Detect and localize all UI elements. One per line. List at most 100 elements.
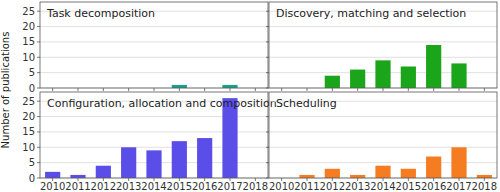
bar [197,138,212,178]
y-tick [37,41,40,42]
grid-line [269,41,497,42]
x-tick-label: 2016 [192,181,217,192]
y-tick-label: 0 [29,83,35,94]
x-tick-label: 2011 [294,181,319,192]
y-tick [266,178,269,179]
y-tick-label: 5 [29,157,35,168]
y-tick [266,72,269,73]
y-tick [37,88,40,89]
frame [40,2,268,88]
grid-line [269,26,497,27]
y-tick [37,116,40,117]
bar [299,175,314,178]
bar [401,67,416,89]
y-tick-label: 10 [22,142,35,153]
bar [426,157,441,179]
bar [172,85,187,88]
x-tick [459,88,460,91]
bars [299,147,492,178]
bar [477,175,492,178]
bar [401,169,416,178]
x-tick [332,88,333,91]
y-tick [266,101,269,102]
bar [45,172,60,178]
grid-line [40,41,268,42]
bars [325,45,467,88]
y-axis-label: Number of publications [0,32,11,149]
y-tick-label: 15 [22,36,35,47]
y-tick [37,101,40,102]
x-tick [307,88,308,91]
panel: 0510152025201020112012201320142015201620… [22,92,277,192]
bar [222,98,237,178]
grid-line [269,131,497,132]
y-tick [37,178,40,179]
y-tick-label: 25 [22,96,35,107]
x-tick [103,88,104,91]
y-tick-label: 5 [29,67,35,78]
y-tick-label: 25 [22,6,35,17]
x-tick [52,88,53,91]
x-tick [281,88,282,91]
y-tick [266,26,269,27]
y-tick [266,88,269,89]
bar [350,175,365,178]
panel: 0510152025Task decomposition [22,2,268,94]
x-tick-label: 2018 [472,181,497,192]
x-tick [408,88,409,91]
y-tick [266,41,269,42]
y-tick [266,11,269,12]
y-tick [266,162,269,163]
y-tick-label: 0 [29,173,35,184]
y-tick [266,131,269,132]
x-tick [154,88,155,91]
panel-title: Configuration, allocation and compositio… [47,97,277,110]
chart-root: 0510152025Task decompositionNumber of pu… [0,0,500,192]
panel-title: Discovery, matching and selection [276,7,466,20]
x-tick-label: 2016 [421,181,446,192]
x-tick [383,88,384,91]
x-tick [433,88,434,91]
y-tick-label: 20 [22,111,35,122]
y-tick [37,72,40,73]
x-tick [357,88,358,91]
y-tick-label: 15 [22,126,35,137]
x-tick-label: 2013 [116,181,141,192]
x-tick [230,88,231,91]
y-tick-label: 20 [22,21,35,32]
grid-line [40,72,268,73]
y-tick [37,11,40,12]
bar [375,60,390,88]
y-tick [37,57,40,58]
panel: Discovery, matching and selection [266,2,497,91]
x-tick-label: 2012 [91,181,116,192]
y-tick [37,26,40,27]
x-tick [128,88,129,91]
y-tick-label: 10 [22,52,35,63]
y-tick [37,162,40,163]
bar [350,70,365,88]
x-tick [484,88,485,91]
x-tick-label: 2017 [446,181,471,192]
bar [325,76,340,88]
x-tick-label: 2018 [243,181,268,192]
grid-line [269,57,497,58]
bar [222,85,237,88]
bar [451,63,466,88]
grid-line [269,116,497,117]
bar [96,166,111,178]
chart-svg: 0510152025Task decompositionNumber of pu… [0,0,500,192]
x-tick-label: 2010 [269,181,294,192]
x-tick-label: 2012 [320,181,345,192]
bars [172,85,238,88]
bar [146,150,161,178]
y-tick [37,147,40,148]
bar [375,166,390,178]
x-tick [255,88,256,91]
bar [325,169,340,178]
x-tick [179,88,180,91]
x-tick-label: 2017 [217,181,242,192]
grid-line [40,26,268,27]
bar [172,141,187,178]
y-tick [266,116,269,117]
